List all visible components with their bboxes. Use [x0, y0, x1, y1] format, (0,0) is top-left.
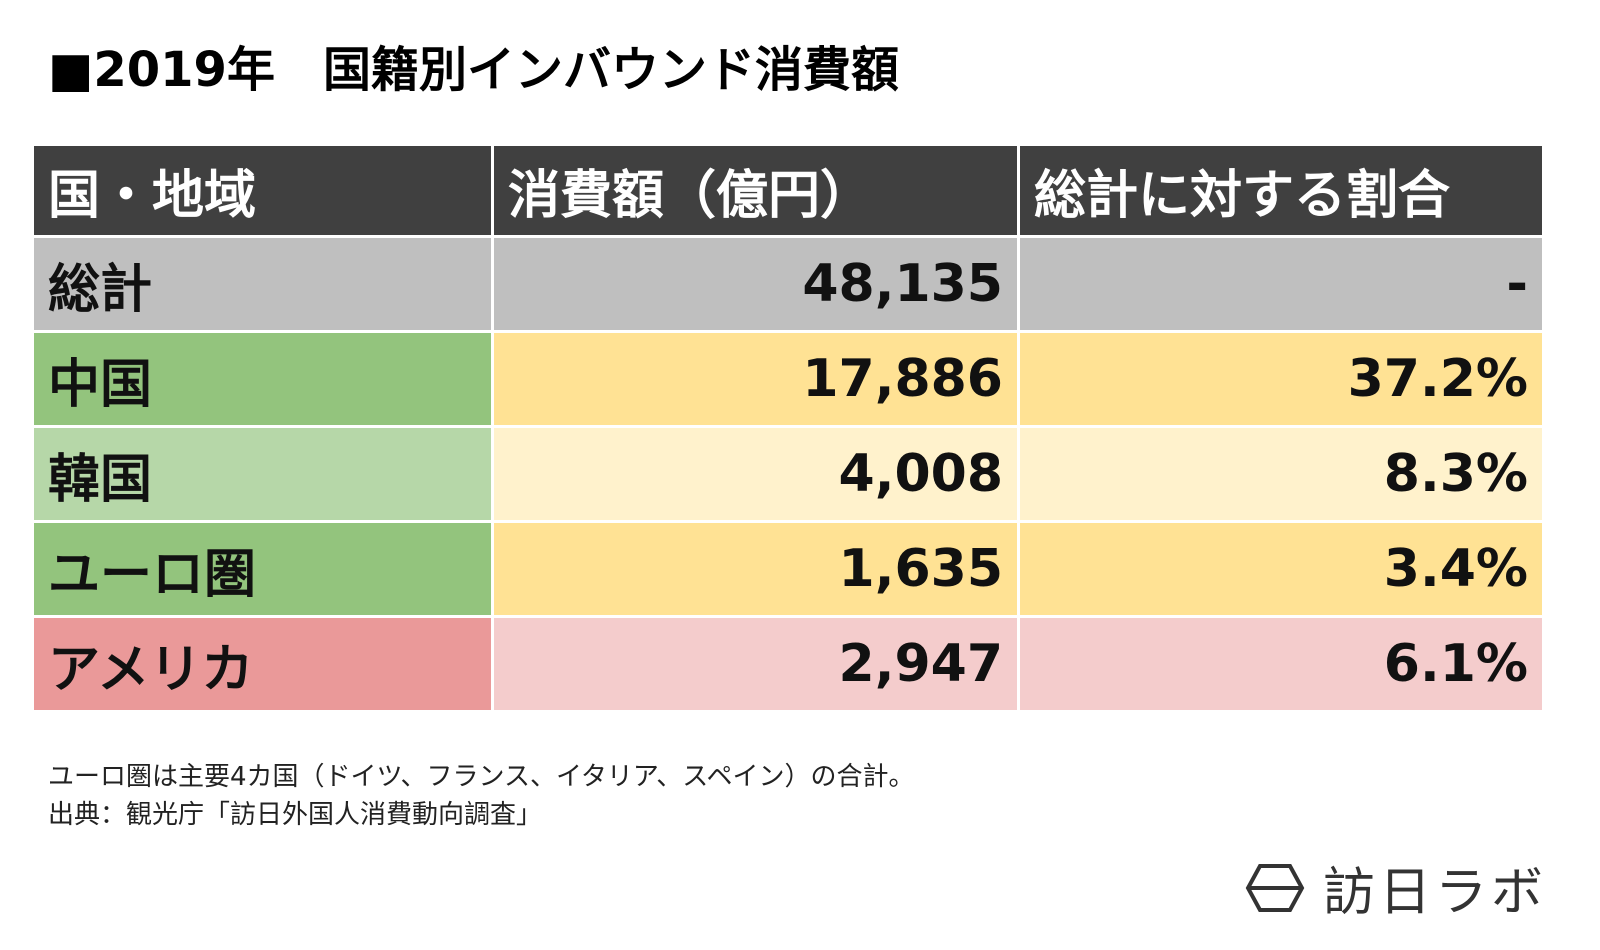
header-cell: 消費額（億円） [494, 146, 1017, 235]
amount-cell: 48,135 [494, 238, 1017, 330]
amount-cell: 1,635 [494, 523, 1017, 615]
amount-cell: 4,008 [494, 428, 1017, 520]
share-cell: 37.2% [1020, 333, 1542, 425]
logo-text: 訪日ラボ [1323, 863, 1548, 923]
data-table: 国・地域 消費額（億円） 総計に対する割合 総計 48,135 - 中国 17,… [31, 143, 1545, 713]
table-row: 韓国 4,008 8.3% [34, 428, 1542, 520]
header-row: 国・地域 消費額（億円） 総計に対する割合 [34, 146, 1542, 235]
region-cell: 総計 [34, 238, 491, 330]
region-cell: ユーロ圏 [34, 523, 491, 615]
header-cell: 国・地域 [34, 146, 491, 235]
share-cell: - [1020, 238, 1542, 330]
amount-cell: 2,947 [494, 618, 1017, 710]
share-cell: 3.4% [1020, 523, 1542, 615]
region-cell: アメリカ [34, 618, 491, 710]
logo: 訪日ラボ [1245, 850, 1547, 925]
table-row: 総計 48,135 - [34, 238, 1542, 330]
table-row: 中国 17,886 37.2% [34, 333, 1542, 425]
region-cell: 韓国 [34, 428, 491, 520]
logo-icon [1245, 863, 1305, 912]
table-row: ユーロ圏 1,635 3.4% [34, 523, 1542, 615]
note: 出典：観光庁「訪日外国人消費動向調査」 [48, 800, 543, 830]
share-cell: 6.1% [1020, 618, 1542, 710]
notes: ユーロ圏は主要4カ国（ドイツ、フランス、イタリア、スペイン）の合計。 出典：観光… [48, 758, 914, 834]
region-cell: 中国 [34, 333, 491, 425]
note: ユーロ圏は主要4カ国（ドイツ、フランス、イタリア、スペイン）の合計。 [48, 762, 915, 792]
title: ■2019年 国籍別インバウンド消費額 [48, 42, 899, 98]
amount-cell: 17,886 [494, 333, 1017, 425]
table-row: アメリカ 2,947 6.1% [34, 618, 1542, 710]
header-cell: 総計に対する割合 [1020, 146, 1542, 235]
share-cell: 8.3% [1020, 428, 1542, 520]
